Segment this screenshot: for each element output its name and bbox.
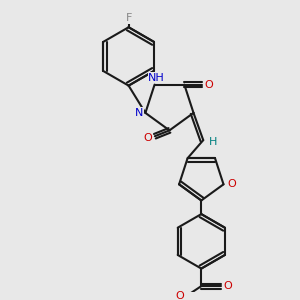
Text: O: O	[223, 281, 232, 291]
Text: O: O	[227, 179, 236, 189]
Text: NH: NH	[148, 73, 165, 83]
Text: O: O	[176, 291, 184, 300]
Text: O: O	[144, 133, 152, 143]
Text: N: N	[135, 108, 144, 118]
Text: O: O	[204, 80, 213, 90]
Text: H: H	[209, 137, 217, 147]
Text: F: F	[125, 14, 132, 23]
